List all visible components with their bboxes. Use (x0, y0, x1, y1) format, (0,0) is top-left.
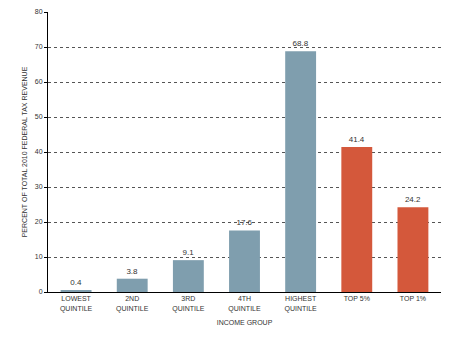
svg-text:70: 70 (35, 43, 43, 50)
svg-text:0: 0 (39, 288, 43, 295)
svg-text:3.8: 3.8 (126, 267, 138, 276)
svg-text:HIGHESTQUINTILE: HIGHESTQUINTILE (284, 295, 317, 312)
svg-text:68.8: 68.8 (293, 39, 309, 48)
svg-text:9.1: 9.1 (183, 248, 195, 257)
svg-text:41.4: 41.4 (349, 135, 365, 144)
svg-text:80: 80 (35, 8, 43, 15)
svg-text:PERCENT OF TOTAL 2010 FEDERAL: PERCENT OF TOTAL 2010 FEDERAL TAX REVENU… (21, 66, 28, 237)
svg-text:3RDQUINTILE: 3RDQUINTILE (172, 295, 205, 312)
svg-text:INCOME GROUP: INCOME GROUP (217, 319, 273, 326)
svg-text:24.2: 24.2 (405, 195, 421, 204)
svg-text:10: 10 (35, 253, 43, 260)
svg-text:LOWESTQUINTILE: LOWESTQUINTILE (60, 295, 93, 312)
svg-text:40: 40 (35, 148, 43, 155)
svg-text:TOP 1%: TOP 1% (400, 295, 426, 302)
svg-text:4THQUINTILE: 4THQUINTILE (228, 295, 261, 312)
svg-text:30: 30 (35, 183, 43, 190)
svg-text:2NDQUINTILE: 2NDQUINTILE (116, 295, 149, 312)
svg-text:17.6: 17.6 (236, 218, 252, 227)
svg-text:50: 50 (35, 113, 43, 120)
svg-text:20: 20 (35, 218, 43, 225)
svg-text:TOP 5%: TOP 5% (344, 295, 370, 302)
svg-text:60: 60 (35, 78, 43, 85)
svg-text:0.4: 0.4 (70, 278, 82, 287)
